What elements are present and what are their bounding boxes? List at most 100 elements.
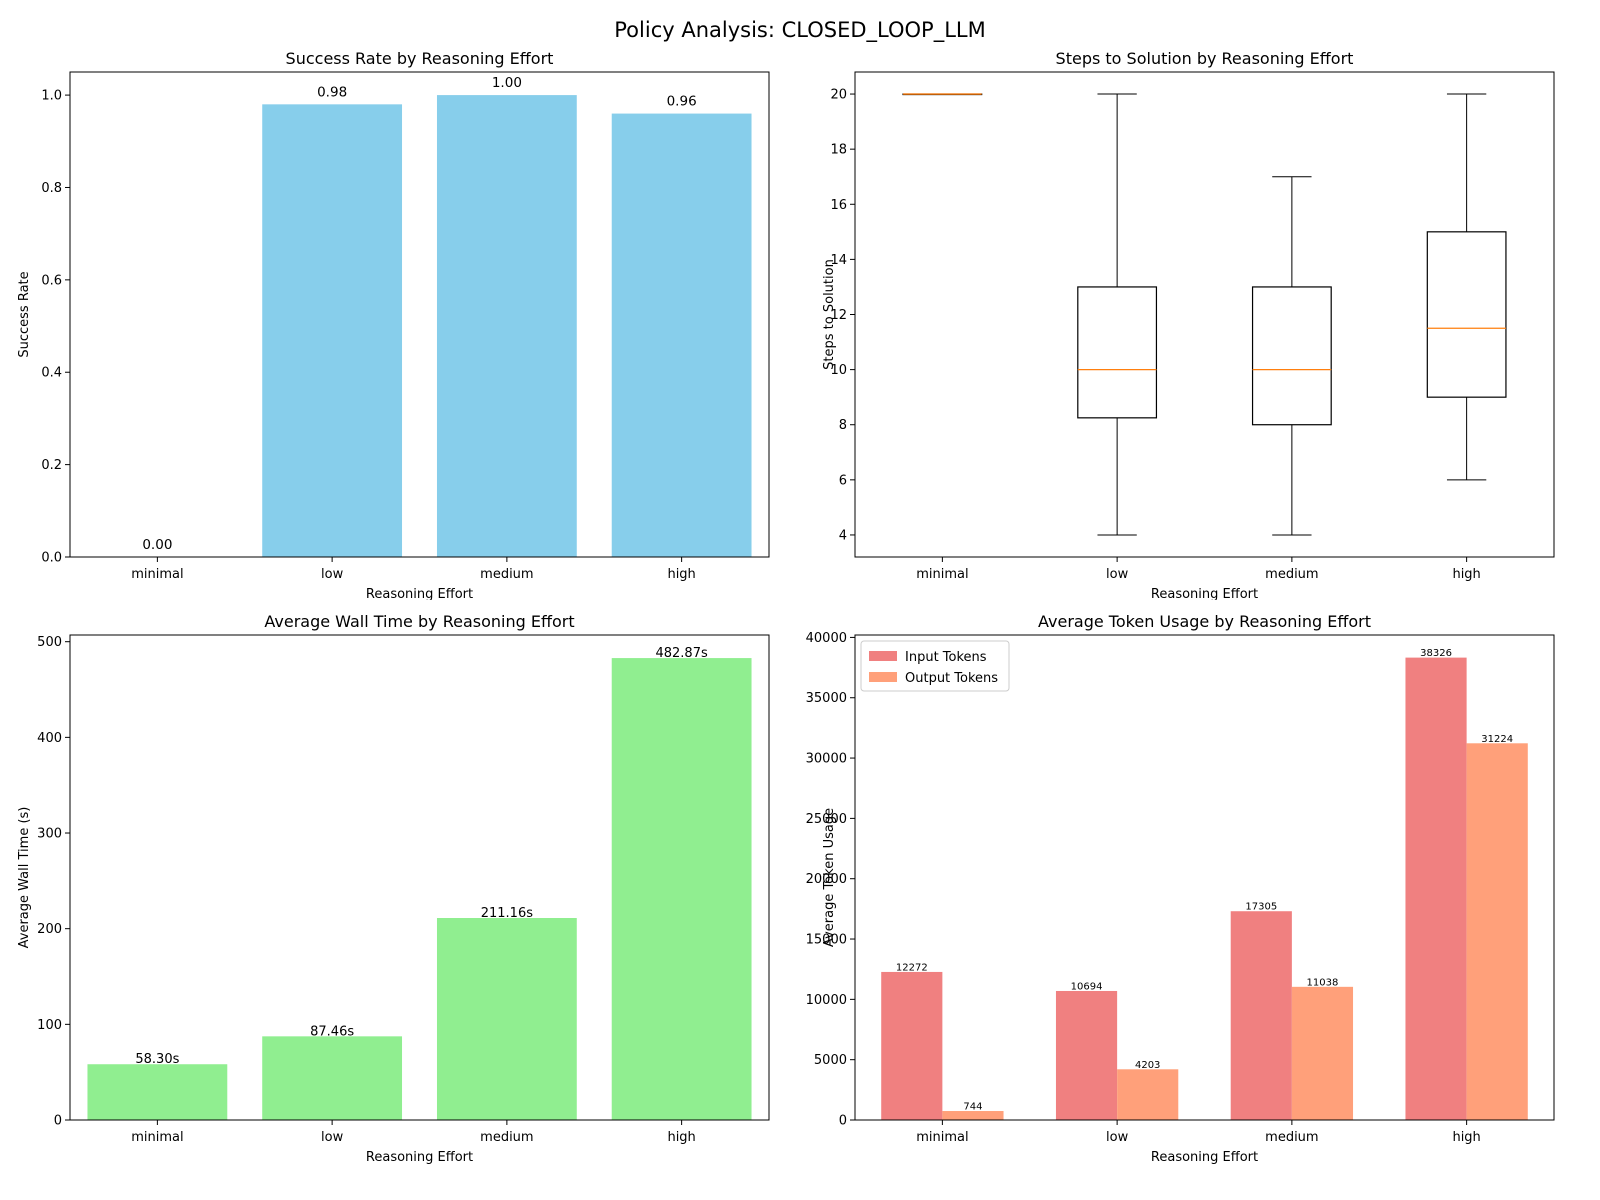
y-tick-label: 100 bbox=[37, 1018, 62, 1033]
bar-value-label: 17305 bbox=[1245, 902, 1277, 913]
bar-value-label: 1.00 bbox=[492, 75, 522, 91]
x-tick-label: minimal bbox=[131, 1130, 183, 1145]
y-tick-label: 5000 bbox=[814, 1053, 847, 1068]
bar-medium bbox=[436, 918, 577, 1120]
y-tick-label: 0.2 bbox=[41, 458, 62, 473]
y-tick-label: 30000 bbox=[806, 752, 847, 767]
box-high bbox=[1426, 231, 1507, 398]
bar-value-label: 11038 bbox=[1307, 977, 1339, 988]
bar-value-label: 0.00 bbox=[142, 537, 172, 553]
y-tick-label: 10 bbox=[830, 363, 847, 378]
x-tick-label: medium bbox=[1265, 1130, 1318, 1145]
bar-input-minimal bbox=[881, 971, 943, 1120]
y-tick-label: 35000 bbox=[806, 691, 847, 706]
x-axis-label: Reasoning Effort bbox=[366, 1150, 473, 1165]
y-tick-label: 0.4 bbox=[41, 366, 62, 381]
y-axis-label: Average Token Usage bbox=[822, 808, 837, 947]
x-tick-label: medium bbox=[480, 1130, 533, 1145]
steps-boxplot-chart: Steps to Solution by Reasoning Effort 4 6 8… bbox=[822, 49, 1555, 600]
y-tick-label: 20 bbox=[830, 88, 847, 103]
x-axis-label: Reasoning Effort bbox=[366, 587, 473, 600]
y-tick-label: 500 bbox=[37, 635, 62, 650]
legend-label: Output Tokens bbox=[905, 671, 998, 686]
bar-value-label: 12272 bbox=[896, 962, 928, 973]
y-tick-label: 8 bbox=[839, 418, 847, 433]
y-tick-label: 6 bbox=[839, 473, 847, 488]
box-low bbox=[1077, 286, 1158, 419]
x-tick-label: low bbox=[321, 1130, 344, 1145]
x-tick-label: minimal bbox=[916, 1130, 968, 1145]
bar-value-label: 10694 bbox=[1071, 981, 1103, 992]
y-tick-label: 400 bbox=[37, 731, 62, 746]
panel-title: Steps to Solution by Reasoning Effort bbox=[1056, 49, 1354, 68]
plot-frame bbox=[854, 71, 1555, 558]
bar-value-label: 211.16s bbox=[481, 906, 533, 921]
bar-output-high bbox=[1466, 743, 1528, 1120]
wall-time-chart: Average Wall Time by Reasoning Effort 0 10… bbox=[17, 612, 770, 1165]
x-tick-label: low bbox=[1106, 567, 1129, 582]
plot-frame bbox=[69, 634, 770, 1121]
y-tick-label: 200 bbox=[37, 922, 62, 937]
token-usage-chart: Average Token Usage by Reasoning Effort 0… bbox=[806, 612, 1555, 1165]
y-tick-label: 0.6 bbox=[41, 273, 62, 288]
bar-value-label: 4203 bbox=[1135, 1060, 1160, 1071]
bar-input-low bbox=[1055, 990, 1118, 1120]
legend-box bbox=[860, 640, 1010, 692]
y-tick-label: 4 bbox=[839, 528, 847, 543]
y-axis-label: Success Rate bbox=[17, 271, 32, 357]
x-axis-label: Reasoning Effort bbox=[1151, 1150, 1258, 1165]
x-tick-label: high bbox=[1452, 567, 1480, 582]
x-tick-label: medium bbox=[480, 567, 533, 582]
y-tick-label: 20000 bbox=[806, 872, 847, 887]
x-tick-label: high bbox=[667, 1130, 695, 1145]
bar-medium bbox=[436, 95, 577, 557]
bar-value-label: 38326 bbox=[1420, 648, 1452, 659]
legend-swatch bbox=[869, 651, 897, 661]
bar-value-label: 744 bbox=[963, 1102, 982, 1113]
y-tick-label: 0.0 bbox=[41, 551, 62, 566]
y-axis-label: Steps to Solution bbox=[822, 259, 837, 370]
x-tick-label: minimal bbox=[916, 567, 968, 582]
y-tick-label: 300 bbox=[37, 827, 62, 842]
y-tick-label: 15000 bbox=[806, 933, 847, 948]
bar-output-minimal bbox=[942, 1111, 1004, 1120]
x-tick-label: low bbox=[321, 567, 344, 582]
plot-frame bbox=[69, 71, 770, 558]
panel-title: Average Token Usage by Reasoning Effort bbox=[1038, 612, 1371, 631]
y-tick-label: 25000 bbox=[806, 812, 847, 827]
x-tick-label: low bbox=[1106, 1130, 1129, 1145]
y-tick-label: 16 bbox=[830, 198, 847, 213]
y-tick-label: 40000 bbox=[806, 631, 847, 646]
figure-title: Policy Analysis: CLOSED_LOOP_LLM bbox=[614, 18, 986, 42]
bar-high bbox=[611, 113, 752, 558]
bar-low bbox=[262, 104, 403, 557]
success-rate-chart: Success Rate by Reasoning Effort 0.0 0.2 0.… bbox=[17, 49, 770, 600]
box-medium bbox=[1251, 286, 1332, 426]
bar-value-label: 58.30s bbox=[135, 1052, 179, 1067]
bar-input-high bbox=[1405, 657, 1467, 1120]
legend-label: Input Tokens bbox=[905, 650, 987, 665]
legend-swatch bbox=[869, 672, 897, 682]
x-tick-label: medium bbox=[1265, 567, 1318, 582]
bar-value-label: 31224 bbox=[1481, 734, 1513, 745]
y-tick-label: 12 bbox=[830, 308, 847, 323]
y-tick-label: 1.0 bbox=[41, 89, 62, 104]
panel-title: Success Rate by Reasoning Effort bbox=[286, 49, 554, 68]
x-tick-label: high bbox=[667, 567, 695, 582]
y-tick-label: 10000 bbox=[806, 993, 847, 1008]
y-tick-label: 14 bbox=[830, 253, 847, 268]
x-axis-label: Reasoning Effort bbox=[1151, 587, 1258, 600]
bar-high bbox=[611, 658, 752, 1120]
y-tick-label: 18 bbox=[830, 143, 847, 158]
bar-output-low bbox=[1117, 1069, 1179, 1120]
bar-output-medium bbox=[1291, 986, 1354, 1120]
bar-minimal bbox=[87, 1064, 228, 1120]
bar-value-label: 0.96 bbox=[667, 94, 697, 110]
y-tick-label: 0 bbox=[54, 1114, 62, 1129]
y-tick-label: 0.8 bbox=[41, 181, 62, 196]
x-tick-label: high bbox=[1452, 1130, 1480, 1145]
bar-value-label: 87.46s bbox=[310, 1024, 354, 1039]
panel-title: Average Wall Time by Reasoning Effort bbox=[264, 612, 574, 631]
bar-value-label: 0.98 bbox=[317, 84, 347, 100]
